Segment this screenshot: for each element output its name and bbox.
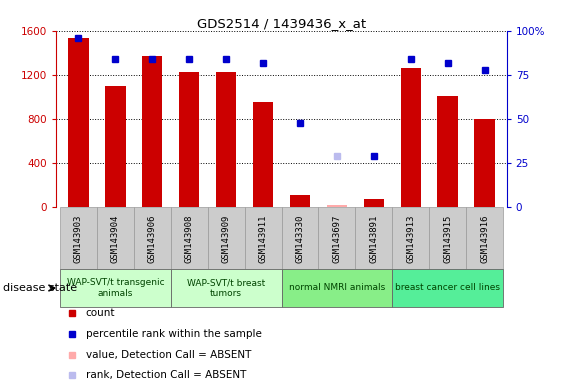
Bar xyxy=(216,71,236,207)
Bar xyxy=(171,207,208,269)
Bar xyxy=(437,96,458,207)
Text: GSM143916: GSM143916 xyxy=(480,215,489,263)
Text: breast cancer cell lines: breast cancer cell lines xyxy=(395,283,500,293)
Bar xyxy=(282,269,392,307)
Bar xyxy=(253,103,273,207)
Bar xyxy=(355,207,392,269)
Bar xyxy=(244,207,282,269)
Bar xyxy=(290,195,310,207)
Text: GSM143913: GSM143913 xyxy=(406,215,415,263)
Bar xyxy=(60,269,171,307)
Bar xyxy=(475,119,495,207)
Bar xyxy=(400,68,421,207)
Bar xyxy=(60,207,97,269)
Text: WAP-SVT/t breast
tumors: WAP-SVT/t breast tumors xyxy=(187,278,265,298)
Text: GSM143330: GSM143330 xyxy=(296,215,305,263)
Text: GSM143891: GSM143891 xyxy=(369,215,378,263)
Text: GSM143697: GSM143697 xyxy=(332,215,341,263)
Text: value, Detection Call = ABSENT: value, Detection Call = ABSENT xyxy=(86,350,251,360)
Bar xyxy=(97,207,134,269)
Bar xyxy=(466,207,503,269)
Bar xyxy=(68,38,88,207)
Text: GSM143909: GSM143909 xyxy=(222,215,231,263)
Bar xyxy=(134,207,171,269)
Text: percentile rank within the sample: percentile rank within the sample xyxy=(86,329,261,339)
Text: GSM143903: GSM143903 xyxy=(74,215,83,263)
Bar xyxy=(179,71,199,207)
Bar xyxy=(319,207,355,269)
Text: GSM143906: GSM143906 xyxy=(148,215,157,263)
Text: GSM143915: GSM143915 xyxy=(443,215,452,263)
Bar xyxy=(171,269,282,307)
Bar xyxy=(208,207,244,269)
Bar xyxy=(142,56,163,207)
Text: rank, Detection Call = ABSENT: rank, Detection Call = ABSENT xyxy=(86,370,246,380)
Text: GSM143908: GSM143908 xyxy=(185,215,194,263)
Bar xyxy=(364,199,384,207)
Text: count: count xyxy=(86,308,115,318)
Title: GDS2514 / 1439436_x_at: GDS2514 / 1439436_x_at xyxy=(197,17,366,30)
Text: disease state: disease state xyxy=(3,283,77,293)
Text: GSM143904: GSM143904 xyxy=(111,215,120,263)
Text: GSM143911: GSM143911 xyxy=(258,215,267,263)
Bar xyxy=(392,269,503,307)
Bar xyxy=(327,205,347,207)
Bar xyxy=(282,207,319,269)
Text: WAP-SVT/t transgenic
animals: WAP-SVT/t transgenic animals xyxy=(66,278,164,298)
Bar xyxy=(429,207,466,269)
Bar xyxy=(105,86,126,207)
Bar xyxy=(392,207,429,269)
Text: normal NMRI animals: normal NMRI animals xyxy=(289,283,385,293)
